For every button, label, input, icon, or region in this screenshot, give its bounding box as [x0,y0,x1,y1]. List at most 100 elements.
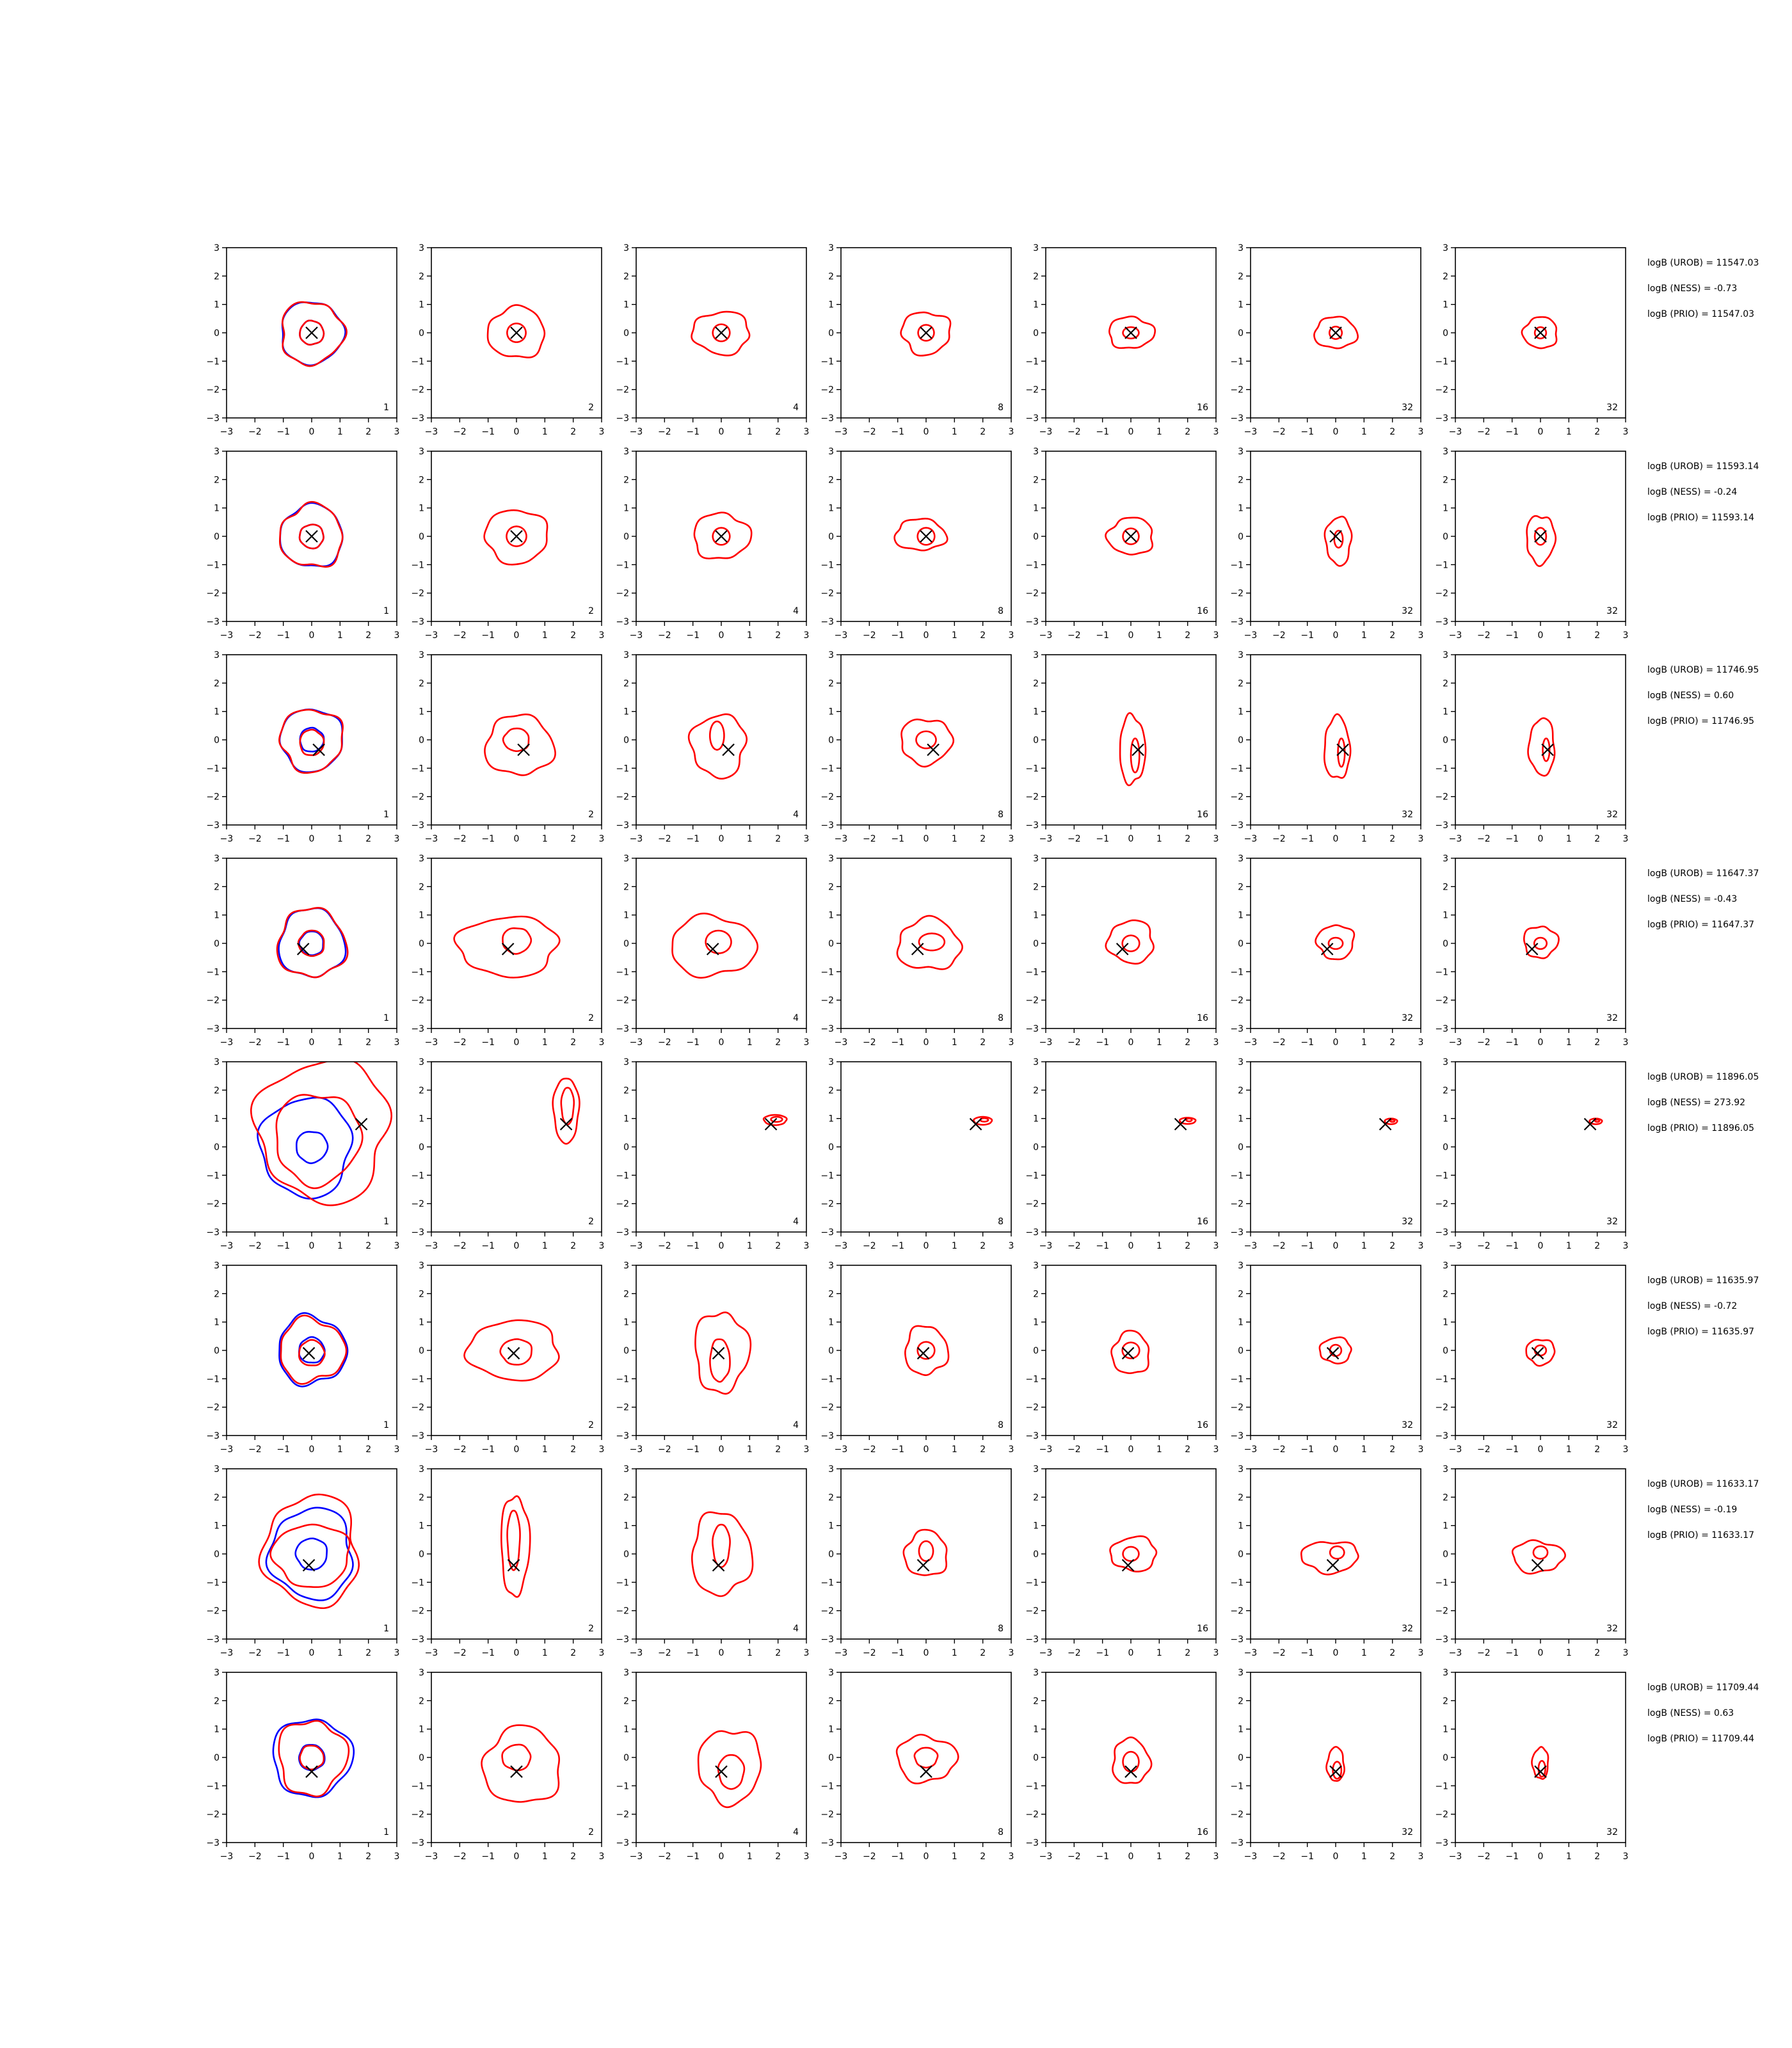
x-tick-label: 1 [1361,1444,1367,1455]
y-tick-label: −3 [1230,413,1244,424]
y-tick-label: 0 [623,328,629,339]
x-tick-label: 3 [1418,1648,1424,1658]
y-tick-label: 1 [1033,504,1039,514]
y-tick-label: 2 [623,475,629,485]
y-tick-label: 1 [1238,1521,1244,1532]
posterior-contour [1300,1541,1359,1576]
x-tick-label: −2 [1068,1852,1081,1862]
y-tick-label: −3 [411,413,424,424]
x-tick-label: 0 [514,630,520,641]
x-tick-label: 2 [570,1241,576,1251]
posterior-contour [453,915,561,979]
x-tick-label: 3 [394,1241,400,1251]
x-tick-label: 3 [1009,1648,1014,1658]
x-tick-label: −2 [1477,1444,1491,1455]
posterior-contour [717,1754,746,1790]
x-tick-label: −2 [1068,1241,1081,1251]
posterior-contour [1533,527,1548,546]
posterior-contour [705,929,732,954]
y-tick-label: 1 [214,1318,220,1328]
panel-frame [1250,858,1421,1029]
x-tick-label: 2 [570,630,576,641]
posterior-contour [1324,515,1353,567]
x-tick-label: −3 [630,1444,643,1455]
true-value-marker [355,1117,368,1131]
x-tick-label: 1 [542,1444,548,1455]
x-tick-label: 0 [514,427,520,437]
x-tick-label: 0 [719,1648,724,1658]
posterior-contour [299,319,325,346]
true-value-marker [920,530,932,543]
x-tick-label: 1 [542,834,548,844]
panel-frame [431,858,602,1029]
x-tick-label: 2 [775,1444,781,1455]
panel-count-label: 2 [588,1420,594,1430]
posterior-contour [1511,1539,1566,1575]
x-tick-label: −3 [1449,1852,1462,1862]
x-tick-label: 0 [924,834,929,844]
y-tick-label: 2 [623,678,629,689]
row-annotation-2: logB (NESS) = 273.92 [1647,1098,1745,1108]
prior-contour [295,1131,329,1164]
posterior-contour [1337,737,1346,768]
y-tick-label: 2 [419,475,424,485]
y-tick-label: 1 [419,1725,424,1735]
panel-count-label: 32 [1402,1420,1413,1430]
x-tick-label: 0 [924,1852,929,1862]
x-tick-label: 1 [952,630,957,641]
y-tick-label: 0 [828,328,834,339]
panel-count-label: 16 [1197,1420,1208,1430]
y-tick-label: −3 [1435,1838,1448,1848]
y-tick-label: 2 [1443,882,1448,892]
y-tick-label: 3 [828,1668,834,1678]
panel-r8-c5: −3 −2 −1 0 1 2 3 −3 −2 −1 0 1 2 3 16 [1025,1668,1219,1862]
posterior-contour [708,720,725,751]
y-tick-label: −3 [206,413,220,424]
true-value-marker [517,743,530,756]
x-tick-label: 3 [1009,1037,1014,1048]
y-tick-label: 3 [1033,1668,1039,1678]
x-tick-label: 3 [1418,1037,1424,1048]
posterior-contour [1121,1341,1140,1359]
posterior-contour [1119,712,1147,787]
panel-r6-c1: −3 −2 −1 0 1 2 3 −3 −2 −1 0 1 2 3 1 [206,1261,399,1455]
x-tick-label: 1 [1361,1852,1367,1862]
x-tick-label: −2 [863,1444,876,1455]
y-tick-label: 0 [1033,1142,1039,1153]
y-tick-label: 1 [1033,1725,1039,1735]
posterior-contour [691,1511,754,1597]
y-tick-label: 3 [623,1668,629,1678]
y-tick-label: 0 [1238,328,1244,339]
y-tick-label: 2 [214,1085,220,1096]
x-tick-label: −3 [1449,1648,1462,1658]
x-tick-label: −1 [276,1037,290,1048]
panel-r7-c7: −3 −2 −1 0 1 2 3 −3 −2 −1 0 1 2 3 32 [1435,1464,1628,1658]
posterior-contour [913,1747,939,1769]
x-tick-label: 3 [804,1852,810,1862]
posterior-contour [1122,1546,1140,1562]
x-tick-label: 0 [924,427,929,437]
panel-r2-c5: −3 −2 −1 0 1 2 3 −3 −2 −1 0 1 2 3 16 [1025,447,1219,641]
posterior-contour [483,509,548,566]
panel-contours [904,1325,950,1376]
x-tick-label: 0 [1538,1648,1544,1658]
posterior-contour [1315,924,1356,961]
y-tick-label: −3 [1435,617,1448,627]
row-annotation-1: logB (UROB) = 11547.03 [1647,258,1759,268]
x-tick-label: 3 [1623,1852,1629,1862]
y-tick-label: −2 [411,996,424,1006]
y-tick-label: 0 [419,328,424,339]
posterior-contour [299,1745,325,1771]
true-value-marker [296,943,310,956]
x-tick-label: 2 [570,1037,576,1048]
panel-count-label: 32 [1402,1827,1413,1837]
posterior-contour [1130,737,1140,774]
y-tick-label: 2 [623,1289,629,1299]
y-tick-label: 2 [214,678,220,689]
posterior-contour [298,1339,326,1366]
x-tick-label: 0 [1333,1852,1339,1862]
x-tick-label: 1 [952,1037,957,1048]
y-tick-label: 0 [623,1346,629,1356]
panel-contours [552,1077,580,1145]
y-tick-label: −2 [1025,385,1039,396]
